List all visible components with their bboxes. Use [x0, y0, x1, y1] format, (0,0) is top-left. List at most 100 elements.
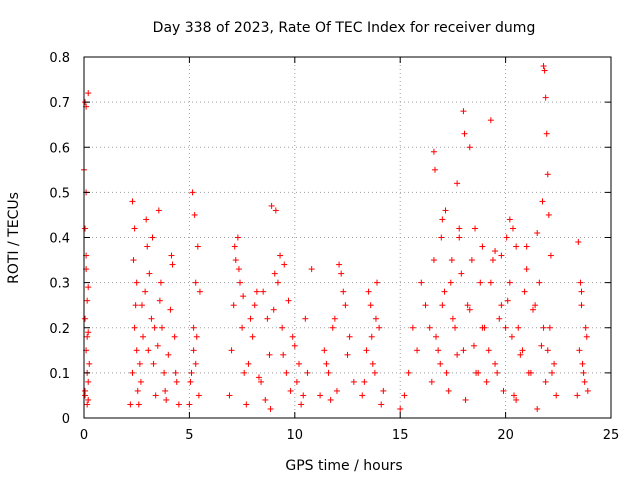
data-point	[548, 369, 555, 376]
data-point	[133, 279, 140, 286]
data-point	[397, 405, 404, 412]
data-point	[285, 297, 292, 304]
data-point	[280, 351, 287, 358]
data-point	[231, 243, 238, 250]
x-tick-labels: 0 5 10 15 20 25	[80, 428, 619, 443]
data-point	[262, 396, 269, 403]
data-point	[333, 387, 340, 394]
x-tick-label: 10	[287, 428, 304, 443]
data-point	[127, 401, 134, 408]
data-point	[308, 266, 315, 273]
data-point	[503, 234, 510, 241]
data-point	[430, 148, 437, 155]
y-tick-label: 0.6	[49, 141, 70, 156]
data-point	[513, 396, 520, 403]
data-point	[260, 288, 267, 295]
data-point	[241, 369, 248, 376]
data-point	[189, 189, 196, 196]
data-point	[361, 378, 368, 385]
data-point	[426, 324, 433, 331]
data-point	[475, 369, 482, 376]
data-point	[130, 257, 137, 264]
data-point	[300, 392, 307, 399]
data-point	[576, 347, 583, 354]
data-point	[477, 279, 484, 286]
data-point	[456, 234, 463, 241]
data-point	[230, 302, 237, 309]
data-point	[483, 378, 490, 385]
data-point	[578, 288, 585, 295]
data-point	[331, 315, 338, 322]
data-point	[544, 347, 551, 354]
data-point	[249, 333, 256, 340]
data-point	[162, 387, 169, 394]
data-point	[368, 333, 375, 340]
data-point	[346, 333, 353, 340]
data-point	[133, 347, 140, 354]
data-point	[142, 288, 149, 295]
data-point	[359, 392, 366, 399]
data-point	[236, 279, 243, 286]
data-point	[163, 396, 170, 403]
data-point	[380, 387, 387, 394]
data-point	[289, 333, 296, 340]
data-point	[492, 248, 499, 255]
data-point	[329, 324, 336, 331]
data-point	[456, 225, 463, 232]
data-point	[84, 333, 91, 340]
data-point	[438, 234, 445, 241]
data-point	[418, 279, 425, 286]
data-point	[84, 401, 91, 408]
data-point	[277, 252, 284, 259]
data-point	[523, 243, 530, 250]
data-point	[534, 405, 541, 412]
data-point	[508, 333, 515, 340]
data-point	[534, 229, 541, 236]
data-point	[378, 401, 385, 408]
data-point	[140, 333, 147, 340]
data-point	[579, 360, 586, 367]
data-point	[327, 396, 334, 403]
data-point	[428, 378, 435, 385]
data-point	[344, 351, 351, 358]
data-point	[454, 180, 461, 187]
data-point	[515, 324, 522, 331]
data-point	[145, 347, 152, 354]
data-point	[258, 378, 265, 385]
data-point	[543, 130, 550, 137]
data-point	[267, 405, 274, 412]
data-point	[175, 401, 182, 408]
data-point	[542, 378, 549, 385]
y-tick-label: 0.1	[49, 367, 70, 382]
data-point	[581, 378, 588, 385]
data-point	[582, 324, 589, 331]
data-point	[409, 324, 416, 331]
data-point	[506, 279, 513, 286]
data-point	[191, 211, 198, 218]
data-point	[134, 387, 141, 394]
data-point	[146, 270, 153, 277]
data-point	[441, 288, 448, 295]
data-point	[540, 324, 547, 331]
data-point	[435, 347, 442, 354]
data-point	[433, 333, 440, 340]
data-point	[194, 243, 201, 250]
data-point	[498, 302, 505, 309]
data-point	[447, 279, 454, 286]
data-point	[190, 347, 197, 354]
data-point	[513, 243, 520, 250]
y-tick-label: 0.7	[49, 96, 70, 111]
data-point	[85, 378, 92, 385]
data-point	[340, 288, 347, 295]
data-point	[504, 297, 511, 304]
data-point	[234, 234, 241, 241]
data-point	[143, 216, 150, 223]
data-point	[583, 333, 590, 340]
data-point	[135, 401, 142, 408]
data-point	[264, 315, 271, 322]
data-point	[271, 270, 278, 277]
data-point	[414, 347, 421, 354]
data-point	[430, 257, 437, 264]
data-point	[578, 302, 585, 309]
